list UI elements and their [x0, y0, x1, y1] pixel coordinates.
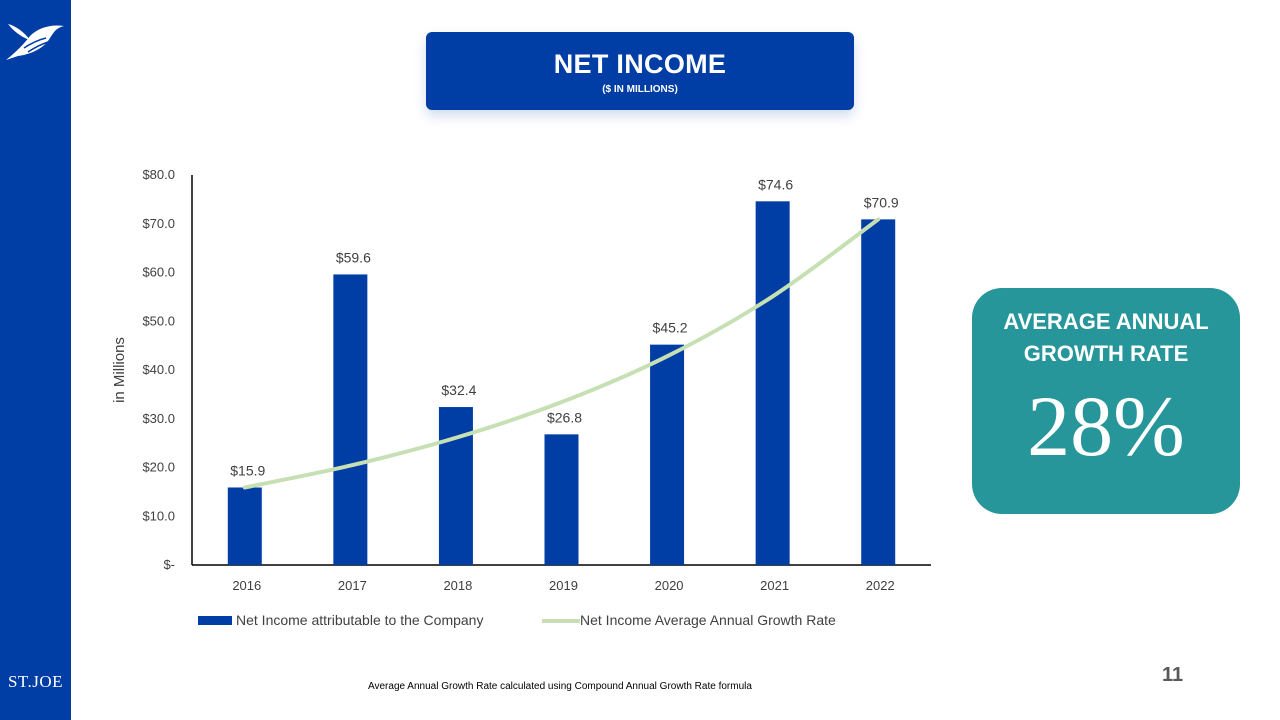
- y-tick-label: $50.0: [142, 313, 175, 328]
- y-tick-label: $40.0: [142, 362, 175, 377]
- page-title: NET INCOME: [553, 49, 727, 79]
- bar-2017: [333, 274, 368, 565]
- y-tick-label: $30.0: [142, 411, 175, 426]
- x-tick-label: 2017: [338, 578, 367, 590]
- bar-2018: [438, 407, 473, 565]
- bar-2021: [755, 201, 790, 565]
- y-tick-label: $-: [163, 557, 175, 572]
- growth-rate-value: 28%: [1027, 378, 1185, 474]
- bar-2019: [544, 434, 579, 565]
- legend-swatch-bar: [198, 616, 232, 625]
- data-label-2016: $15.9: [230, 462, 265, 478]
- legend-item-net-income: Net Income attributable to the Company: [198, 612, 483, 628]
- x-tick-label: 2016: [232, 578, 261, 590]
- data-label-2020: $45.2: [653, 320, 688, 336]
- net-income-chart: $- $10.0 $20.0 $30.0 $40.0 $50.0 $60.0 $70.0 $80…: [111, 167, 931, 590]
- bar-2022: [861, 219, 896, 566]
- sidebar: ST.JOE: [0, 0, 71, 720]
- growth-rate-card: AVERAGE ANNUAL GROWTH RATE 28%: [972, 288, 1240, 514]
- data-label-2019: $26.8: [547, 409, 582, 425]
- y-tick-label: $10.0: [142, 508, 175, 523]
- growth-rate-trend-line: [242, 217, 881, 490]
- bar-2020: [650, 344, 685, 565]
- y-tick-label: $60.0: [142, 265, 175, 280]
- x-tick-label: 2021: [760, 578, 789, 590]
- legend-swatch-line: [542, 619, 580, 623]
- legend-label-net-income: Net Income attributable to the Company: [236, 612, 484, 628]
- data-label-2021: $74.6: [758, 176, 793, 192]
- footnote: Average Annual Growth Rate calculated us…: [368, 681, 752, 692]
- legend-item-growth-rate: Net Income Average Annual Growth Rate: [542, 612, 836, 628]
- brand-wordmark: ST.JOE: [7, 672, 64, 691]
- page-number: 11: [1162, 664, 1184, 686]
- data-label-2022: $70.9: [864, 194, 899, 210]
- data-label-2017: $59.6: [336, 249, 371, 265]
- page-subtitle: ($ IN MILLIONS): [602, 84, 678, 95]
- x-tick-label: 2022: [866, 578, 895, 590]
- legend-label-growth-rate: Net Income Average Annual Growth Rate: [580, 612, 836, 628]
- x-tick-label: 2018: [443, 578, 472, 590]
- y-tick-label: $70.0: [142, 216, 175, 231]
- data-label-2018: $32.4: [441, 382, 476, 398]
- x-tick-label: 2020: [655, 578, 684, 590]
- title-banner: NET INCOME ($ IN MILLIONS): [426, 32, 854, 110]
- bird-logo-icon: [6, 24, 64, 60]
- x-tick-label: 2019: [549, 578, 578, 590]
- bar-2016: [227, 487, 262, 565]
- growth-rate-heading: AVERAGE ANNUAL GROWTH RATE: [1003, 309, 1209, 366]
- y-tick-label: $20.0: [142, 460, 175, 475]
- y-axis-title: in Millions: [111, 337, 128, 403]
- y-tick-label: $80.0: [142, 167, 175, 182]
